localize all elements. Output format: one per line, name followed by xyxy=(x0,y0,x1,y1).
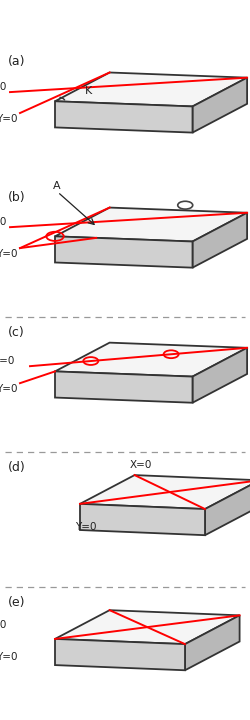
Polygon shape xyxy=(55,610,240,644)
Text: (c): (c) xyxy=(8,325,24,338)
Text: A: A xyxy=(52,181,60,192)
Polygon shape xyxy=(55,207,247,241)
Polygon shape xyxy=(192,348,247,402)
Text: X=0: X=0 xyxy=(0,217,8,227)
Polygon shape xyxy=(192,212,247,268)
Polygon shape xyxy=(55,102,192,132)
Text: (d): (d) xyxy=(8,461,25,474)
Text: X=0: X=0 xyxy=(0,356,15,366)
Text: (a): (a) xyxy=(8,55,25,68)
Polygon shape xyxy=(205,480,250,535)
Text: K: K xyxy=(85,86,92,96)
Polygon shape xyxy=(55,73,247,107)
Text: (b): (b) xyxy=(8,191,25,204)
Text: Y=0: Y=0 xyxy=(75,522,96,532)
Text: Y=0: Y=0 xyxy=(0,652,18,662)
Text: Y=0: Y=0 xyxy=(0,114,18,125)
Text: Y=0: Y=0 xyxy=(0,249,18,259)
Text: [Fig. 1] Method of selecting
the reference surface of the plate: [Fig. 1] Method of selecting the referen… xyxy=(10,8,250,37)
Text: X=0: X=0 xyxy=(130,460,152,470)
Polygon shape xyxy=(185,616,240,670)
Text: (e): (e) xyxy=(8,595,25,609)
Polygon shape xyxy=(55,372,192,402)
Polygon shape xyxy=(80,475,250,509)
Text: X=0: X=0 xyxy=(0,82,8,92)
Polygon shape xyxy=(55,236,192,268)
Polygon shape xyxy=(80,504,205,535)
Polygon shape xyxy=(55,639,185,670)
Text: X=0: X=0 xyxy=(0,619,8,629)
Polygon shape xyxy=(192,78,247,132)
Text: Y=0: Y=0 xyxy=(0,384,18,395)
Polygon shape xyxy=(55,343,247,377)
